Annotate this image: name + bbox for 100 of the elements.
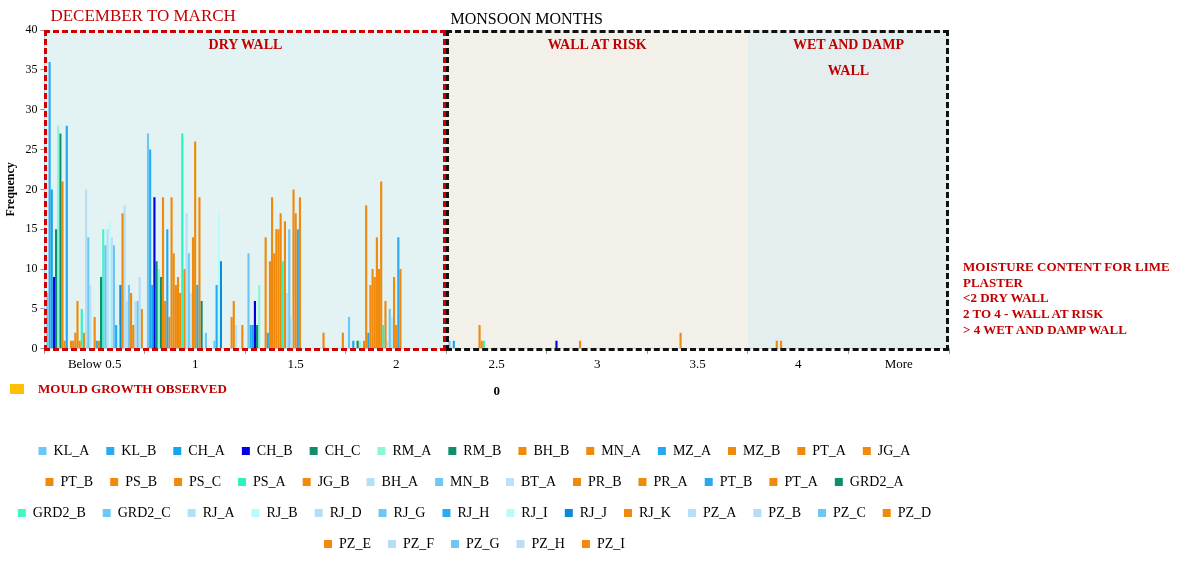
x-tick-label: 2.5 [488,356,505,372]
band-label: DRY WALL [207,36,284,54]
bar [82,332,86,349]
legend-label: PT_B [719,473,753,489]
y-tick-label: 35 [25,62,38,77]
bar [213,340,216,349]
bar [52,277,55,349]
bar [200,300,203,349]
text: MONSOON MONTHS [450,10,603,28]
bar [296,229,299,349]
legend-label: PS_A [252,473,287,489]
bar [232,300,235,349]
bar [176,277,180,349]
legend-label: PZ_I [596,535,626,551]
legend-label: GRD2_B [32,504,86,520]
bar [215,285,218,349]
legend-label: PZ_D [897,504,932,520]
y-tick-label: 20 [25,181,38,196]
text: <2 DRY WALL [963,289,1049,306]
bar [247,253,250,349]
bar [155,261,158,349]
y-tick-label: 40 [25,22,38,37]
bar [271,197,274,349]
legend-label: RJ_B [266,504,298,520]
legend-label: PR_A [653,473,689,489]
legend-label: CH_B [256,442,293,458]
bar [219,261,222,349]
text: DECEMBER TO MARCH [50,6,236,26]
bar [380,181,383,349]
legend-label: CH_A [188,442,226,458]
y-tick-label: 30 [25,101,38,116]
legend-label: PR_B [588,473,622,489]
bar [679,332,682,349]
bar [87,237,90,349]
legend-label: RJ_A [202,504,236,520]
y-tick-label: 5 [31,301,38,316]
legend-label: JG_A [877,442,912,458]
x-tick-label: 3.5 [689,356,706,372]
legend-label: MZ_A [672,442,712,458]
bar [185,213,188,349]
bar [149,149,152,349]
bar [204,332,207,349]
legend-label: PZ_B [768,504,802,520]
bar [217,213,220,349]
bar [279,213,282,349]
bar [121,213,124,349]
bar [365,205,368,349]
text: > 4 WET AND DAMP WALL [963,321,1127,338]
bar [80,308,83,349]
bar [292,189,295,349]
legend-label: BT_A [521,473,557,489]
bar [288,229,291,349]
legend-label: JG_B [317,473,350,489]
legend-label: RJ_G [393,504,426,520]
legend-label: RJ_J [579,504,608,520]
bar [123,205,126,349]
legend-label: KL_A [53,442,91,458]
x-tick-label: Below 0.5 [67,356,122,372]
bar [59,133,62,349]
x-tick-label: 1.5 [287,356,304,372]
text: 2 TO 4 - WALL AT RISK [963,305,1104,322]
bar [112,245,116,349]
legend-label: RJ_H [457,504,490,520]
bar [50,189,53,349]
bar [183,269,186,349]
bar [138,277,141,349]
bar [397,237,400,349]
x-tick-label: 4 [794,356,802,372]
text: MOISTURE CONTENT FOR LIME PLASTER [963,258,1171,291]
legend-label: GRD2_C [117,504,171,520]
band-label: WET AND DAMP WALL [792,36,905,80]
legend-label: PZ_C [833,504,866,520]
y-tick-label: 10 [25,261,38,276]
bar [266,332,269,349]
legend-label: PS_B [125,473,158,489]
bar [281,261,284,349]
bar [196,285,199,349]
bar [258,285,261,349]
legend-label: PZ_H [531,535,565,551]
x-axis-title: 0 [493,382,500,398]
bar [290,316,293,349]
x-tick-label: 2 [392,356,400,372]
bar [341,332,344,349]
legend-label: MN_B [450,473,490,489]
bar [298,197,302,349]
bar [286,293,289,349]
bar [102,229,105,349]
bar [399,269,402,349]
legend-label: KL_B [121,442,157,458]
bar [48,61,51,349]
legend-label: PT_A [784,473,819,489]
bar [375,237,378,349]
bar [264,237,267,349]
x-tick-label: More [884,356,914,372]
y-tick-label: 25 [25,141,38,156]
bar [89,285,92,349]
bar [65,125,68,349]
bar [194,141,197,349]
legend-label: RM_B [463,442,502,458]
bar [367,332,370,349]
